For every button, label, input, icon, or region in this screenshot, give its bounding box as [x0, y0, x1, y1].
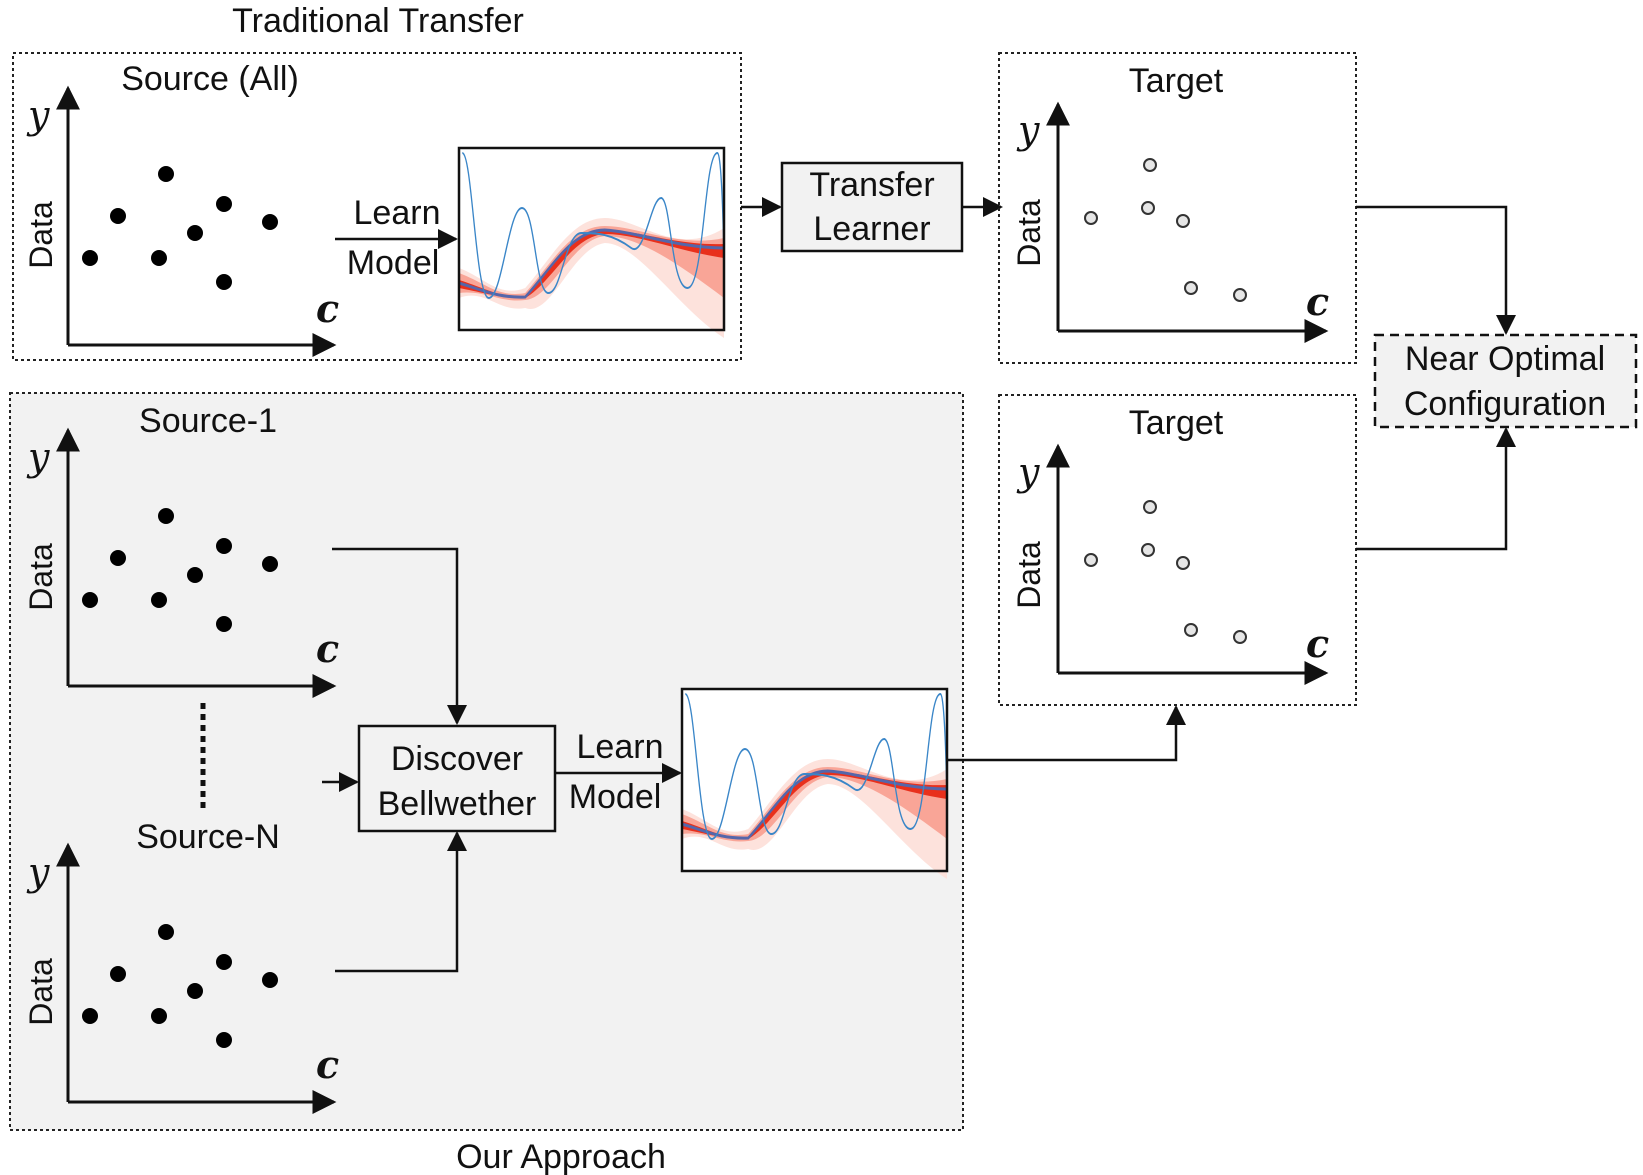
arrow-target-top-to-result: [1356, 205, 1516, 335]
gp-model-plot-top: [457, 146, 726, 340]
target-top-plot: y Data c: [1011, 101, 1329, 343]
source-all-plot: y Data c: [23, 85, 339, 357]
y-axis-symbol: y: [26, 93, 50, 137]
arrow-target-bottom-to-result: [1356, 427, 1516, 551]
arrow-source-1-to-bellwether: [332, 547, 467, 725]
y-axis-data-label: Data: [23, 201, 59, 269]
model-label-bottom: Model: [569, 778, 662, 816]
bellwether-line: Bellwether: [378, 785, 537, 823]
our-approach-title: Our Approach: [456, 1138, 666, 1175]
x-axis-symbol: c: [316, 1042, 339, 1087]
target-bottom-label: Target: [1129, 404, 1224, 442]
arrow-model-to-target-bottom: [947, 705, 1186, 762]
near-optimal-line2: Configuration: [1404, 385, 1606, 423]
target-bottom-plot: y Data c: [1011, 443, 1329, 685]
source-n-label: Source-N: [136, 818, 280, 856]
x-axis-symbol: c: [1306, 621, 1329, 666]
y-axis-symbol: y: [26, 435, 50, 479]
transfer-learner-box: Transfer Learner: [780, 161, 964, 253]
y-axis-data-label: Data: [23, 958, 59, 1026]
source-n-plot: y Data c: [23, 842, 339, 1114]
x-axis-symbol: c: [316, 286, 339, 331]
learn-label-top: Learn: [354, 194, 441, 232]
y-axis-symbol: y: [1016, 450, 1040, 494]
traditional-transfer-frame: [12, 52, 742, 361]
gp-model-plot-bottom: [680, 687, 949, 881]
near-optimal-line1: Near Optimal: [1405, 340, 1605, 378]
learn-label-bottom: Learn: [577, 728, 664, 766]
y-axis-symbol: y: [26, 850, 50, 894]
discover-line: Discover: [391, 740, 523, 778]
traditional-transfer-title: Traditional Transfer: [232, 2, 524, 40]
y-axis-data-label: Data: [1011, 541, 1047, 609]
source-1-plot: y Data c: [23, 427, 339, 698]
y-axis-symbol: y: [1016, 108, 1040, 152]
transfer-learner-line2: Learner: [813, 210, 930, 248]
model-label-top: Model: [347, 244, 440, 282]
x-axis-symbol: c: [1306, 279, 1329, 324]
discover-bellwether-box: Discover Bellwether: [357, 724, 557, 833]
source-all-label: Source (All): [121, 60, 299, 98]
near-optimal-configuration-box: Near Optimal Configuration: [1373, 333, 1638, 429]
x-axis-symbol: c: [316, 626, 339, 671]
transfer-learner-line1: Transfer: [809, 166, 934, 204]
arrow-source-n-to-bellwether: [335, 831, 467, 973]
y-axis-data-label: Data: [23, 543, 59, 611]
target-top-label: Target: [1129, 62, 1224, 100]
source-1-label: Source-1: [139, 402, 277, 440]
y-axis-data-label: Data: [1011, 199, 1047, 267]
